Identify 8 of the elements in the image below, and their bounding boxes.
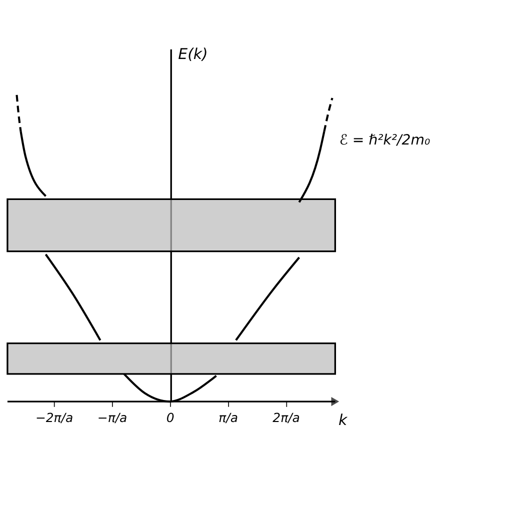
x-tick-label: −2π/a (35, 410, 74, 425)
x-axis-title: k (338, 410, 348, 429)
x-tick-label: −π/a (97, 410, 128, 425)
x-tick-label: π/a (218, 410, 238, 425)
x-tick-label: 2π/a (272, 410, 300, 425)
y-axis-title: E(k) (178, 44, 208, 63)
x-tick-label: 0 (166, 410, 174, 425)
text: ℰ = ℏ²k²/2m₀ (339, 132, 430, 149)
